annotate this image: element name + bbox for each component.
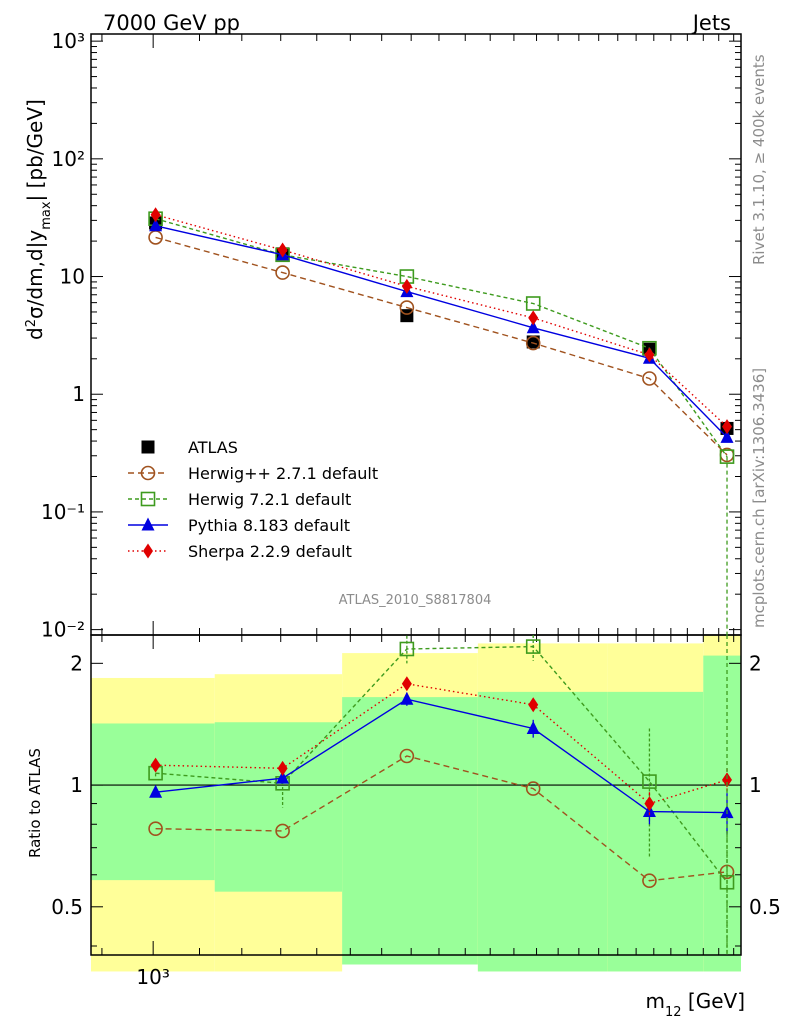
tick-labels: 10³ 10² 10 1 10⁻¹ 10⁻² 2 2 1 1 0.5 0.5 10³ [41,29,781,989]
ratio-point-sherpa-2-2-9-default [150,757,161,773]
right-title: Jets [691,11,731,35]
main-point-herwig-2-7-1-default [525,335,541,351]
ratio-ytick-label-left: 1 [70,773,83,797]
series-herwig-2-7-1-default [148,230,735,889]
mcplots-label: mcplots.cern.ch [arXiv:1306.3436] [750,368,768,628]
ratio-y-axis-title: Ratio to ATLAS [26,748,44,858]
legend-marker [140,491,156,507]
legend-marker [140,465,156,481]
ratio-point-pythia-8-183-default [400,691,414,705]
ratio-line-herwig-2-7-1-default [155,755,728,882]
ratio-point-herwig-2-7-1-default [148,821,163,836]
plot-frames [90,33,742,956]
green-band-5 [703,655,741,972]
legend-label: ATLAS [188,438,238,457]
main-point-sherpa-2-2-9-default [528,310,539,326]
ratio-line-pythia-8-183-default [155,698,728,814]
main-point-sherpa-2-2-9-default [277,242,288,258]
ratio-point-sherpa-2-2-9-default [528,697,539,713]
main-point-herwig-2-7-1-default [275,265,290,280]
legend-label: Herwig++ 2.7.1 default [188,464,378,483]
legend-label: Pythia 8.183 default [188,516,350,535]
green-band-3 [477,691,608,972]
main-line-herwig-7-2-1-default [155,218,728,458]
green-band-0 [91,723,215,881]
ratio-point-pythia-8-183-default [276,770,290,784]
x-axis-title: m12 [GeV] [646,989,745,1020]
main-point-pythia-8-183-default [720,429,734,443]
ratio-ytick-label-right: 2 [749,651,762,675]
main-point-herwig-7-2-1-default [525,296,541,311]
main-point-herwig-7-2-1-default [719,449,735,464]
main-point-sherpa-2-2-9-default [401,278,412,294]
main-point-sherpa-2-2-9-default [644,347,655,363]
main-point-pythia-8-183-default [526,320,540,334]
main-point-pythia-8-183-default [149,218,163,232]
ratio-ytick-label-right: 1 [749,773,762,797]
ratio-line-sherpa-2-2-9-default [155,683,728,805]
ratio-point-herwig-7-2-1-default [525,639,541,654]
uncertainty-bands [91,635,741,972]
ratio-point-sherpa-2-2-9-default [277,760,288,776]
main-ytick-label: 10² [52,147,85,171]
legend-marker [143,543,153,559]
main-point-atlas [526,335,540,349]
green-band-1 [214,722,343,892]
main-line-herwig-2-7-1-default [155,236,728,456]
axis-ticks [91,34,741,955]
ratio-frame [90,634,742,956]
main-point-herwig-2-7-1-default [399,300,415,315]
series-atlas [149,216,734,435]
main-y-axis-title: d2σ/dm,d|ymax| [pb/GeV] [23,99,54,340]
main-ytick-label: 10 [60,265,85,289]
analysis-label: ATLAS_2010_S8817804 [339,593,492,608]
ratio-point-sherpa-2-2-9-default [644,796,655,812]
legend-entry-atlas: ATLAS [141,438,238,457]
ratio-point-herwig-7-2-1-default [399,641,415,657]
ratio-point-sherpa-2-2-9-default [401,676,412,692]
series-herwig-7-2-1-default [148,211,735,955]
main-ytick-label: 10⁻² [41,618,85,642]
ratio-point-pythia-8-183-default [526,720,540,734]
rivet-label: Rivet 3.1.10, ≥ 400k events [750,54,768,265]
main-line-sherpa-2-2-9-default [155,214,728,428]
ratio-ytick-label-left: 2 [70,651,83,675]
legend-entry-herwig-2-7-1-default: Herwig++ 2.7.1 default [128,464,378,483]
legend-marker [141,517,155,531]
main-ytick-label: 1 [72,382,85,406]
main-point-sherpa-2-2-9-default [722,419,733,435]
legend-entry-sherpa-2-2-9-default: Sherpa 2.2.9 default [128,542,352,561]
ratio-ytick-label-left: 0.5 [51,895,83,919]
ratio-point-herwig-2-7-1-default [642,873,657,889]
ratio-point-sherpa-2-2-9-default [722,772,733,788]
ratio-point-herwig-7-2-1-default [642,774,657,789]
main-point-sherpa-2-2-9-default [150,207,161,223]
ratio-point-herwig-2-7-1-default [275,823,290,839]
legend-entry-pythia-8-183-default: Pythia 8.183 default [128,516,350,535]
main-ytick-label: 10³ [52,29,85,53]
ratio-ytick-label-right: 0.5 [749,895,781,919]
left-title: 7000 GeV pp [103,11,240,35]
legend-marker [141,440,155,454]
legend: ATLAS Herwig++ 2.7.1 default Herwig 7.2.1 … [128,438,378,561]
ratio-point-herwig-2-7-1-default [399,748,415,764]
xtick-label: 10³ [136,965,169,989]
green-band-4 [607,691,704,972]
main-point-herwig-2-7-1-default [642,371,657,386]
ratio-point-herwig-2-7-1-default [525,781,541,796]
ratio-line-herwig-7-2-1-default [155,645,728,883]
legend-label: Herwig 7.2.1 default [188,490,351,509]
series-sherpa-2-2-9-default [150,207,733,816]
legend-entry-herwig-7-2-1-default: Herwig 7.2.1 default [128,490,351,509]
ratio-point-pythia-8-183-default [149,784,163,798]
data-series [148,207,735,955]
legend-label: Sherpa 2.2.9 default [188,542,352,561]
main-ytick-label: 10⁻¹ [41,500,85,524]
green-band-2 [342,697,478,965]
main-line-pythia-8-183-default [155,225,728,438]
